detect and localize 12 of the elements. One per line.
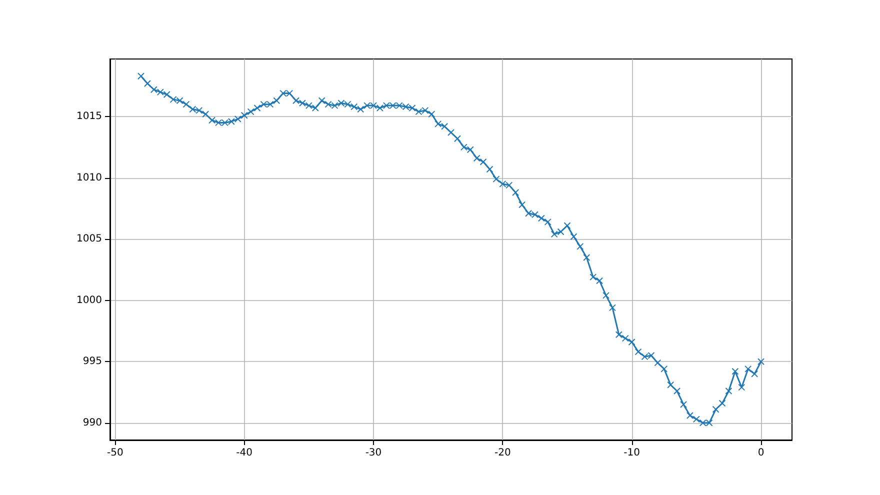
x-tick-label: 0: [758, 448, 764, 458]
x-tick-label: -30: [365, 448, 382, 458]
x-tick-label: -50: [106, 448, 124, 458]
y-tick-label: 1015: [76, 111, 102, 122]
x-tick-label: -10: [624, 448, 640, 458]
x-tick-label: -20: [494, 448, 511, 458]
y-tick-label: 1005: [76, 234, 102, 245]
y-tick-label: 1010: [76, 172, 102, 184]
y-tick-label: 990: [82, 417, 102, 428]
y-tick-label: 995: [82, 356, 102, 368]
y-tick-label: 1000: [76, 294, 102, 306]
x-tick-label: -40: [236, 448, 253, 458]
